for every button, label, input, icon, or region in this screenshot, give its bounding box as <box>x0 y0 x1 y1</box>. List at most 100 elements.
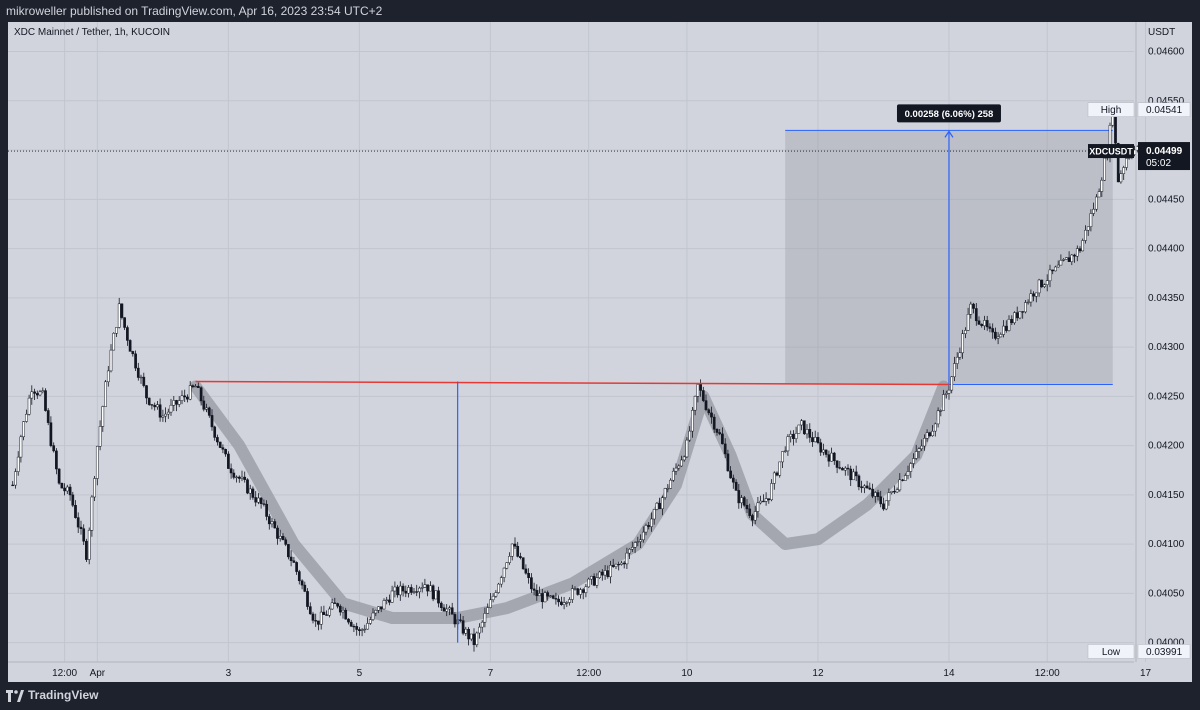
candle-body <box>647 525 651 527</box>
candle-body <box>652 509 656 520</box>
candle-body <box>980 323 984 326</box>
candle-body <box>841 468 844 471</box>
candle-body <box>237 476 241 479</box>
candle-body <box>991 328 995 333</box>
candle-body <box>161 415 165 418</box>
candle-body <box>145 385 148 399</box>
candle-body <box>701 390 705 401</box>
candle-body <box>60 482 64 489</box>
candle-body <box>404 590 408 594</box>
candle-body <box>620 562 623 565</box>
candle-body <box>63 487 66 492</box>
candle-body <box>1081 240 1085 252</box>
candle-body <box>953 363 956 378</box>
candle-body <box>1026 301 1030 304</box>
candle-body <box>786 436 790 452</box>
candle-body <box>448 607 451 610</box>
candle-body <box>502 567 506 578</box>
candle-body <box>265 503 268 517</box>
candle-body <box>1056 264 1060 268</box>
candle-body <box>289 556 293 561</box>
y-tick-label: 0.04300 <box>1148 342 1185 353</box>
candle-body <box>314 620 318 622</box>
candle-body <box>333 602 337 604</box>
low-value: 0.03991 <box>1146 647 1183 658</box>
candle-body <box>68 486 72 496</box>
y-tick-label: 0.04150 <box>1148 490 1185 501</box>
candle-body <box>205 407 208 410</box>
resistance-line <box>195 380 949 386</box>
y-tick-label: 0.04550 <box>1148 96 1185 107</box>
candle-body <box>158 404 162 418</box>
candle-body <box>16 456 20 472</box>
candle-body <box>499 577 503 585</box>
candle-body <box>835 460 839 468</box>
high-value-bg <box>1137 102 1191 117</box>
y-tick-label: 0.04350 <box>1148 293 1185 304</box>
candle-body <box>388 599 391 603</box>
candle-body <box>49 422 53 446</box>
candle-body <box>822 449 825 453</box>
candle-body <box>551 595 555 599</box>
candle-body <box>1114 116 1117 144</box>
candle-body <box>338 605 342 613</box>
candle-body <box>762 500 765 503</box>
candle-body <box>781 451 784 463</box>
candle-body <box>480 621 484 628</box>
candle-body <box>385 599 389 601</box>
candle-body <box>592 576 596 586</box>
candle-body <box>390 590 394 603</box>
candle-body <box>1116 143 1120 183</box>
candle-body <box>546 592 550 597</box>
candle-body <box>1086 226 1090 231</box>
candle-body <box>865 485 869 489</box>
candle-body <box>1007 319 1011 331</box>
candle-body <box>104 381 107 407</box>
price-chart[interactable]: 0.00258 (6.06%) 258 0.046000.045500.0450… <box>8 22 1192 682</box>
candle-body <box>622 562 626 565</box>
low-tag: Low <box>1102 647 1121 658</box>
candles <box>11 113 1142 652</box>
candle-body <box>202 400 206 410</box>
candle-body <box>838 467 842 469</box>
footer-bar: TradingView <box>0 682 1200 710</box>
candle-body <box>1095 196 1098 210</box>
candle-body <box>598 571 601 578</box>
candle-body <box>939 410 943 412</box>
candle-body <box>1015 312 1019 319</box>
candle-body <box>175 400 178 405</box>
candle-body <box>685 439 689 458</box>
candle-body <box>857 475 861 488</box>
candle-body <box>677 465 681 469</box>
chart-area[interactable]: 0.00258 (6.06%) 258 0.046000.045500.0450… <box>8 22 1192 682</box>
drawing-overlays <box>189 129 1113 624</box>
candle-body <box>188 385 192 400</box>
candle-body <box>442 607 446 612</box>
candle-body <box>587 578 591 588</box>
candle-body <box>630 547 634 550</box>
candle-body <box>25 413 28 422</box>
candle-body <box>800 420 803 426</box>
y-tick-label: 0.04100 <box>1148 539 1185 550</box>
candle-body <box>595 577 599 586</box>
candle-body <box>792 433 795 439</box>
candle-body <box>11 484 15 487</box>
candle-body <box>475 632 479 646</box>
chart-title: XDC Mainnet / Tether, 1h, KUCOIN <box>14 27 170 38</box>
candle-body <box>901 479 904 481</box>
symbol-badge: XDCUSDT <box>1089 147 1133 157</box>
candle-body <box>811 437 814 443</box>
candle-body <box>409 587 413 593</box>
candle-body <box>729 470 732 479</box>
candle-body <box>554 598 558 600</box>
candle-body <box>227 453 230 469</box>
candle-body <box>849 468 853 481</box>
x-tick-label: Apr <box>90 668 106 679</box>
candle-body <box>1034 292 1038 297</box>
candle-body <box>737 490 741 504</box>
candle-body <box>153 404 157 408</box>
candle-body <box>164 413 167 417</box>
candle-body <box>538 593 541 597</box>
candle-body <box>521 557 525 570</box>
candle-body <box>415 591 419 593</box>
